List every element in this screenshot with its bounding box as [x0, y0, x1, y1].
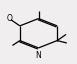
Text: O: O — [6, 14, 12, 23]
Text: N: N — [36, 51, 41, 60]
